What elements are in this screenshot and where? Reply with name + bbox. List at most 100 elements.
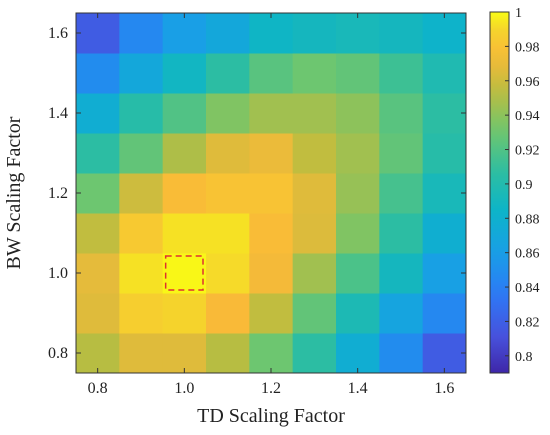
heatmap-cell	[379, 13, 423, 54]
heatmap-cell	[423, 13, 467, 54]
heatmap-cell	[423, 293, 467, 334]
heatmap-cell	[163, 333, 207, 374]
x-tick-label: 1.2	[261, 380, 281, 397]
heatmap-cell	[336, 93, 380, 134]
colorbar-tick-label: 0.88	[515, 212, 540, 227]
heatmap-cell	[163, 213, 207, 254]
heatmap-cell	[379, 93, 423, 134]
heatmap-cell	[76, 53, 120, 94]
x-tick-label: 0.8	[88, 380, 108, 397]
heatmap-cell	[76, 253, 120, 294]
heatmap-cell	[163, 133, 207, 174]
y-tick-label: 1.0	[48, 265, 68, 282]
heatmap-cell	[293, 213, 337, 254]
heatmap-cell	[206, 173, 250, 214]
heatmap-cell	[119, 293, 163, 334]
heatmap-cell	[163, 173, 207, 214]
heatmap-cell	[119, 213, 163, 254]
heatmap-cell	[423, 253, 467, 294]
colorbar-tick-label: 0.84	[515, 281, 540, 296]
heatmap-cell	[249, 53, 293, 94]
heatmap-cell	[379, 213, 423, 254]
heatmap-cell	[293, 133, 337, 174]
heatmap-cell	[336, 133, 380, 174]
colorbar-tick-label: 0.82	[515, 315, 540, 330]
colorbar-tick-label: 1	[515, 6, 522, 21]
heatmap-cell	[249, 253, 293, 294]
heatmap-cell	[119, 53, 163, 94]
heatmap-cell	[379, 253, 423, 294]
heatmap-cell	[423, 213, 467, 254]
heatmap-cell	[119, 133, 163, 174]
heatmap-cell	[293, 333, 337, 374]
colorbar-tick-label: 0.94	[515, 109, 540, 124]
heatmap-cell	[423, 173, 467, 214]
heatmap-cell	[336, 53, 380, 94]
heatmap-cell	[119, 253, 163, 294]
heatmap-cell	[76, 293, 120, 334]
heatmap-cell	[423, 133, 467, 174]
heatmap-cell	[379, 173, 423, 214]
x-tick-label: 1.0	[174, 380, 194, 397]
heatmap-cell	[293, 93, 337, 134]
heatmap-cell	[249, 93, 293, 134]
heatmap-cell	[423, 93, 467, 134]
x-axis-label: TD Scaling Factor	[197, 405, 345, 427]
heatmap-cell	[336, 173, 380, 214]
heatmap-cell	[293, 253, 337, 294]
heatmap-cell	[163, 13, 207, 54]
heatmap-cell	[336, 253, 380, 294]
y-axis-label: BW Scaling Factor	[3, 116, 25, 269]
heatmap-cell	[423, 333, 467, 374]
heatmap-cell	[379, 293, 423, 334]
heatmap-cell	[206, 133, 250, 174]
heatmap-cell	[76, 93, 120, 134]
heatmap-cell	[76, 13, 120, 54]
heatmap-cell	[163, 293, 207, 334]
y-tick-label: 1.4	[48, 105, 68, 122]
colorbar-ticks: 0.8 0.82 0.84 0.86 0.88 0.9 0.92 0.94 0.96 0.98 1	[505, 6, 540, 365]
heatmap-cell	[249, 173, 293, 214]
heatmap-cell	[206, 253, 250, 294]
heatmap-cell	[293, 173, 337, 214]
heatmap-cell	[163, 93, 207, 134]
heatmap-cell	[119, 93, 163, 134]
heatmap-cell	[336, 213, 380, 254]
heatmap-cell	[379, 333, 423, 374]
heatmap-cell	[76, 173, 120, 214]
heatmap-cells	[76, 13, 467, 374]
heatmap-cell	[163, 253, 207, 294]
heatmap-cell	[119, 13, 163, 54]
colorbar-tick-label: 0.98	[515, 40, 540, 55]
heatmap-cell	[206, 333, 250, 374]
y-tick-label: 1.2	[48, 185, 68, 202]
heatmap-cell	[76, 213, 120, 254]
heatmap-cell	[206, 53, 250, 94]
colorbar-tick-label: 0.86	[515, 247, 540, 262]
heatmap-cell	[76, 133, 120, 174]
colorbar-tick-label: 0.92	[515, 144, 540, 159]
heatmap-cell	[293, 53, 337, 94]
heatmap-cell	[119, 333, 163, 374]
heatmap-cell	[423, 53, 467, 94]
heatmap-cell	[336, 333, 380, 374]
heatmap-cell	[206, 93, 250, 134]
heatmap-cell	[163, 53, 207, 94]
heatmap-cell	[379, 53, 423, 94]
heatmap-cell	[206, 293, 250, 334]
heatmap-cell	[379, 133, 423, 174]
heatmap-cell	[76, 333, 120, 374]
colorbar-tick-label: 0.8	[515, 350, 533, 365]
heatmap-cell	[206, 213, 250, 254]
heatmap-cell	[249, 13, 293, 54]
y-tick-label: 0.8	[48, 345, 68, 362]
colorbar-tick-label: 0.9	[515, 178, 533, 193]
heatmap-cell	[249, 213, 293, 254]
heatmap-cell	[206, 13, 250, 54]
heatmap-cell	[336, 293, 380, 334]
heatmap-cell	[293, 13, 337, 54]
heatmap-cell	[249, 133, 293, 174]
y-tick-label: 1.6	[48, 25, 68, 42]
x-tick-label: 1.6	[434, 380, 454, 397]
